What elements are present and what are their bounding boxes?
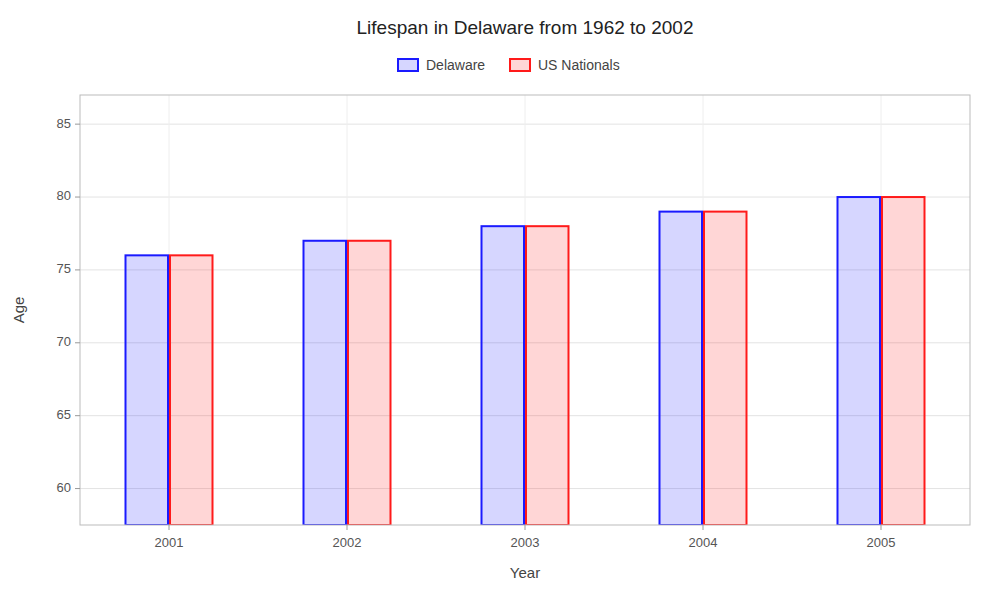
y-tick-label: 65 — [57, 407, 71, 422]
bar — [526, 226, 569, 525]
y-tick — [75, 342, 80, 343]
x-tick-label: 2002 — [333, 535, 362, 550]
bars — [126, 197, 925, 525]
y-tick-label: 70 — [57, 334, 71, 349]
x-tick-label: 2003 — [511, 535, 540, 550]
y-tick-label: 80 — [57, 188, 71, 203]
bar — [838, 197, 881, 525]
y-tick-label: 85 — [57, 116, 71, 131]
bar — [348, 241, 391, 525]
legend: Delaware US Nationals — [398, 57, 620, 73]
background — [0, 0, 1000, 600]
y-tick — [75, 124, 80, 125]
y-tick — [75, 488, 80, 489]
bar — [660, 212, 703, 525]
x-tick-label: 2004 — [689, 535, 718, 550]
x-tick — [525, 525, 526, 530]
legend-label: US Nationals — [538, 57, 620, 73]
y-axis-label: Age — [10, 297, 27, 324]
legend-swatch — [510, 59, 530, 71]
x-tick — [881, 525, 882, 530]
title: Lifespan in Delaware from 1962 to 2002 — [357, 17, 694, 38]
x-tick — [347, 525, 348, 530]
y-tick-label: 60 — [57, 480, 71, 495]
legend-label: Delaware — [426, 57, 485, 73]
y-tick — [75, 197, 80, 198]
bar — [482, 226, 525, 525]
chart-svg: 60 65 70 75 80 85 2001 2002 2003 2004 2005 Year Age L… — [0, 0, 1000, 600]
x-tick-label: 2005 — [867, 535, 896, 550]
y-axis: 60 65 70 75 80 85 — [57, 116, 80, 495]
chart-container: 60 65 70 75 80 85 2001 2002 2003 2004 2005 Year Age L… — [0, 0, 1000, 600]
grid — [80, 95, 970, 525]
x-axis-label: Year — [510, 564, 540, 581]
bar — [304, 241, 347, 525]
plot-frame — [80, 95, 970, 525]
bar — [126, 255, 169, 525]
bar — [882, 197, 925, 525]
y-tick-label: 75 — [57, 261, 71, 276]
bar — [704, 212, 747, 525]
x-tick-label: 2001 — [155, 535, 184, 550]
y-tick — [75, 415, 80, 416]
legend-swatch — [398, 59, 418, 71]
bar — [170, 255, 213, 525]
y-tick — [75, 269, 80, 270]
x-tick — [703, 525, 704, 530]
x-tick — [169, 525, 170, 530]
x-axis: 2001 2002 2003 2004 2005 — [155, 525, 896, 550]
